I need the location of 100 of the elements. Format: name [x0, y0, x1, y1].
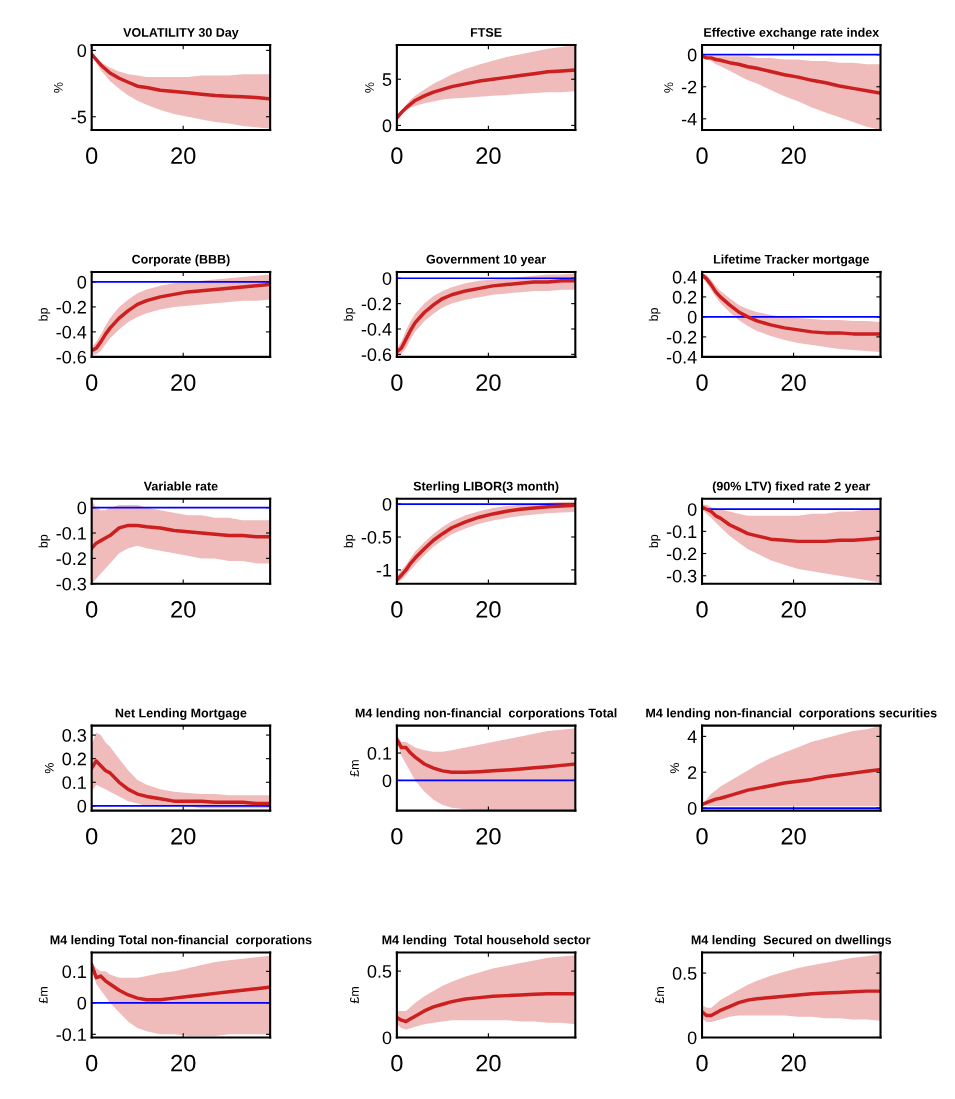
- line-series: [396, 737, 576, 774]
- x-tick-label: 20: [476, 1054, 501, 1072]
- line-series: [91, 523, 271, 550]
- y-tick-label: -0.1: [666, 525, 697, 539]
- x-tick-label: 20: [476, 601, 501, 618]
- chart-title: Effective exchange rate index: [704, 27, 880, 40]
- y-tick-label: 0: [687, 503, 697, 516]
- y-tick-label: 0.3: [62, 729, 87, 742]
- y-tick-label: -4: [681, 112, 697, 126]
- y-tick-label: 0: [382, 119, 392, 133]
- chart-title: Corporate (BBB): [132, 254, 230, 267]
- y-tick-label: 0.1: [62, 965, 86, 979]
- y-tick-label: -2: [681, 80, 697, 94]
- y-axis-title: bp: [648, 307, 661, 321]
- chart-title: M4 lending non-financial corporations Total: [355, 708, 617, 720]
- line-series: [396, 991, 576, 1024]
- chart-title: M4 lending non-financial corporations securities: [646, 708, 937, 720]
- x-tick-label: 20: [171, 374, 196, 391]
- y-tick-label: 0.1: [367, 746, 392, 760]
- y-tick-label: -0.6: [56, 350, 87, 364]
- y-tick-label: -0.1: [56, 1028, 86, 1042]
- x-tick-label: 20: [781, 1054, 806, 1072]
- x-tick-label: 20: [781, 601, 806, 618]
- y-tick-label: 0: [687, 310, 697, 324]
- chart-title: (90% LTV) fixed rate 2 year: [712, 481, 871, 494]
- chart-title: M4 lending Total non-financial corporations: [50, 935, 312, 947]
- x-tick-label: 20: [781, 827, 806, 845]
- y-tick-label: 5: [382, 73, 392, 86]
- y-tick-label: -1: [376, 564, 392, 577]
- x-tick-label: 20: [476, 147, 501, 165]
- y-tick-label: -0.2: [56, 552, 86, 566]
- chart-title: M4 lending Total household sector: [382, 935, 591, 947]
- x-tick-label: 20: [171, 147, 196, 165]
- x-tick-label: 20: [476, 827, 501, 845]
- y-axis-title: £m: [38, 987, 48, 1004]
- line-series: [702, 989, 881, 1018]
- y-tick-label: -0.6: [361, 348, 392, 362]
- chart-title: Variable rate: [143, 481, 218, 491]
- line-series: [702, 54, 881, 95]
- chart-title: FTSE: [470, 28, 502, 37]
- y-axis-title: £m: [655, 987, 664, 1004]
- y-tick-label: 0: [687, 802, 697, 815]
- y-tick-label: -0.2: [56, 300, 86, 314]
- y-tick-label: 4: [687, 730, 697, 743]
- y-axis-title: £m: [350, 760, 359, 777]
- y-tick-label: -0.3: [56, 577, 87, 591]
- x-tick-label: 20: [781, 147, 806, 165]
- y-tick-label: 0: [687, 48, 697, 62]
- y-tick-label: 0.5: [367, 965, 392, 978]
- y-tick-label: -0.2: [666, 547, 697, 561]
- y-tick-label: -0.4: [56, 325, 87, 339]
- y-axis-title: bp: [38, 534, 51, 548]
- y-tick-label: 2: [688, 766, 697, 779]
- y-tick-label: 0: [77, 799, 87, 813]
- y-tick-label: -0.1: [56, 526, 86, 540]
- y-tick-label: 0: [77, 275, 87, 289]
- line-series: [396, 68, 576, 120]
- line-series: [702, 505, 881, 544]
- y-tick-label: -0.4: [666, 350, 697, 364]
- y-tick-label: 0.4: [672, 270, 697, 284]
- y-tick-label: 0: [77, 44, 87, 58]
- y-tick-label: -0.3: [666, 569, 697, 583]
- y-tick-label: 0: [382, 1031, 392, 1045]
- x-tick-label: 20: [171, 601, 196, 618]
- y-tick-label: 0: [77, 501, 87, 515]
- chart-title: Net Lending Mortgage: [115, 708, 247, 720]
- y-tick-label: 0: [687, 1031, 697, 1045]
- line-series: [91, 52, 271, 101]
- y-axis-title: bp: [343, 534, 356, 548]
- y-axis-title: %: [53, 82, 63, 93]
- y-tick-label: 0.2: [672, 290, 697, 304]
- chart-title: Lifetime Tracker mortgage: [713, 254, 870, 267]
- y-tick-label: -0.2: [361, 297, 392, 311]
- y-axis-title: £m: [350, 987, 359, 1004]
- y-axis-title: bp: [343, 307, 356, 321]
- chart-title: M4 lending Secured on dwellings: [691, 935, 892, 947]
- x-tick-label: 20: [171, 1054, 196, 1072]
- y-axis-title: bp: [38, 307, 51, 321]
- x-tick-label: 20: [171, 827, 196, 845]
- y-tick-label: -0.5: [361, 530, 392, 544]
- line-series: [702, 767, 881, 807]
- y-axis-title: %: [670, 763, 680, 774]
- y-tick-label: 0: [382, 272, 392, 285]
- y-axis-title: %: [44, 763, 54, 774]
- chart-title: Sterling LIBOR(3 month): [413, 481, 559, 494]
- y-tick-label: -0.2: [666, 330, 697, 344]
- y-axis-title: bp: [648, 534, 661, 548]
- y-tick-label: 0: [382, 497, 392, 511]
- y-tick-label: 0.1: [62, 776, 86, 789]
- y-tick-label: 0: [77, 996, 87, 1010]
- y-tick-label: 0.2: [62, 752, 86, 766]
- line-series: [91, 759, 271, 806]
- x-tick-label: 20: [781, 374, 806, 391]
- y-tick-label: 0: [382, 774, 392, 788]
- y-axis-title: %: [365, 82, 374, 93]
- x-tick-label: 20: [476, 374, 501, 391]
- y-tick-label: -5: [71, 110, 87, 124]
- line-series: [91, 963, 271, 1002]
- y-axis-title: %: [664, 82, 674, 93]
- chart-title: Government 10 year: [426, 254, 547, 267]
